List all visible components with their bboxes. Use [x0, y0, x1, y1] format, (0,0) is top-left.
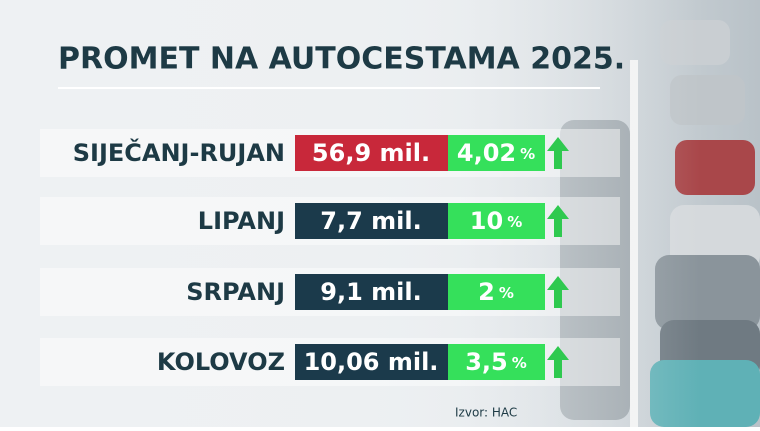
- traffic-box: [295, 344, 448, 380]
- change-number: 3,5: [465, 348, 508, 376]
- traffic-value: 7,7 mil.: [320, 207, 421, 235]
- change-unit: %: [499, 284, 514, 302]
- up-arrow: [547, 137, 569, 169]
- change-value: 10%: [470, 207, 522, 235]
- traffic-box: [295, 274, 448, 310]
- change-value: 4,02%: [457, 139, 535, 167]
- up-arrow: [547, 205, 569, 237]
- change-unit: %: [520, 145, 535, 163]
- traffic-value: 10,06 mil.: [304, 348, 439, 376]
- change-unit: %: [512, 354, 527, 372]
- change-unit: %: [507, 213, 522, 231]
- row-label: KOLOVOZ: [157, 348, 285, 376]
- row-label: SRPANJ: [186, 278, 285, 306]
- change-box: [448, 344, 545, 380]
- up-arrow: [547, 346, 569, 378]
- rows: SIJEČANJ-RUJAN 56,9 mil. 4,02 % LIPANJ 7,7 mi…: [40, 129, 620, 386]
- change-number: 4,02: [457, 139, 516, 167]
- change-box: [448, 274, 545, 310]
- source: Izvor: HAC: [455, 406, 517, 420]
- row-label: SIJEČANJ-RUJAN: [73, 137, 285, 167]
- traffic-box: [295, 135, 448, 171]
- up-arrow: [547, 276, 569, 308]
- traffic-value: 9,1 mil.: [320, 278, 421, 306]
- change-box: [448, 203, 545, 239]
- change-number: 10: [470, 207, 503, 235]
- change-number: 2: [478, 278, 495, 306]
- title: PROMET NA AUTOCESTAMA 2025.: [58, 42, 625, 77]
- traffic-box: [295, 203, 448, 239]
- change-value: 2%: [478, 278, 514, 306]
- change-box: [448, 135, 545, 171]
- traffic-value: 56,9 mil.: [312, 139, 430, 167]
- change-value: 3,5%: [465, 348, 527, 376]
- row-label: LIPANJ: [198, 207, 285, 235]
